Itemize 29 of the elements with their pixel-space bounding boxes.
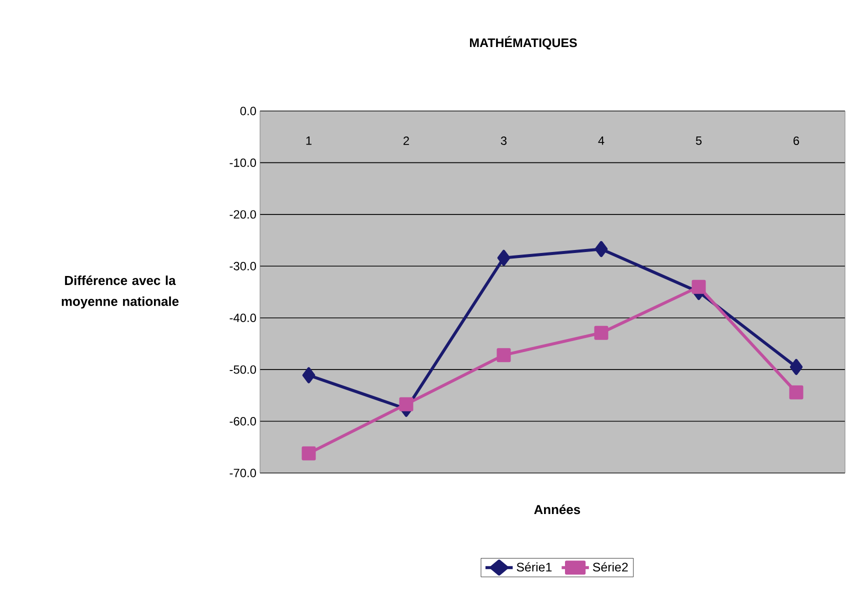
legend-label: Série1 (516, 562, 552, 572)
x-tick-label: 1 (306, 136, 312, 145)
x-tick-label: 3 (500, 136, 507, 145)
x-tick-label: 6 (794, 136, 800, 145)
chart-title: MATHÉMATIQUES (470, 36, 577, 50)
point (594, 326, 608, 340)
point (496, 348, 511, 362)
y-tick-label: -30.0 (230, 262, 256, 270)
point (399, 397, 414, 412)
point (302, 367, 316, 384)
y-tick-label: -70.0 (230, 468, 256, 478)
y-tick-label: -10.0 (230, 158, 256, 167)
y-tick-label: 0.0 (240, 106, 256, 116)
y-tick-label: -50.0 (230, 365, 256, 374)
y-tick-label: -60.0 (230, 417, 256, 426)
y-axis-title: Différence avec la moyenne nationale (62, 275, 179, 309)
point (302, 446, 316, 460)
y-tick-label: -40.0 (230, 314, 256, 322)
legend-label: Série2 (592, 562, 628, 572)
point (790, 358, 803, 375)
point (789, 385, 804, 400)
x-tick-label: 5 (696, 136, 702, 145)
point (692, 280, 706, 294)
y-tick-label: -20.0 (230, 210, 256, 219)
point (497, 250, 510, 266)
x-tick-label: 4 (598, 136, 604, 145)
x-tick-label: 2 (404, 136, 409, 145)
point (594, 241, 608, 258)
x-axis-title: Années (534, 504, 580, 514)
